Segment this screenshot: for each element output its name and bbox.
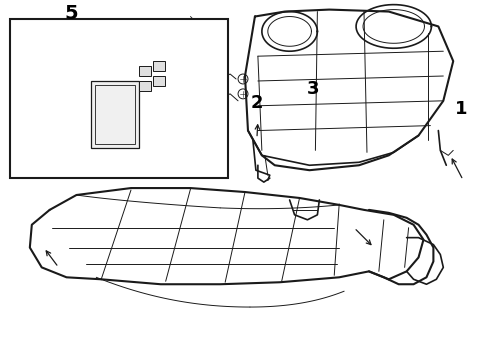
Bar	[153, 76, 165, 86]
Bar	[91, 81, 139, 148]
Bar	[153, 61, 165, 71]
Text: 4: 4	[51, 77, 64, 95]
Bar	[10, 19, 228, 178]
Bar	[95, 85, 135, 144]
Bar	[139, 81, 151, 91]
Text: 1: 1	[455, 100, 467, 118]
Text: 2: 2	[251, 94, 264, 112]
Bar	[139, 66, 151, 76]
Text: 3: 3	[307, 80, 319, 98]
Text: 5: 5	[65, 4, 78, 23]
